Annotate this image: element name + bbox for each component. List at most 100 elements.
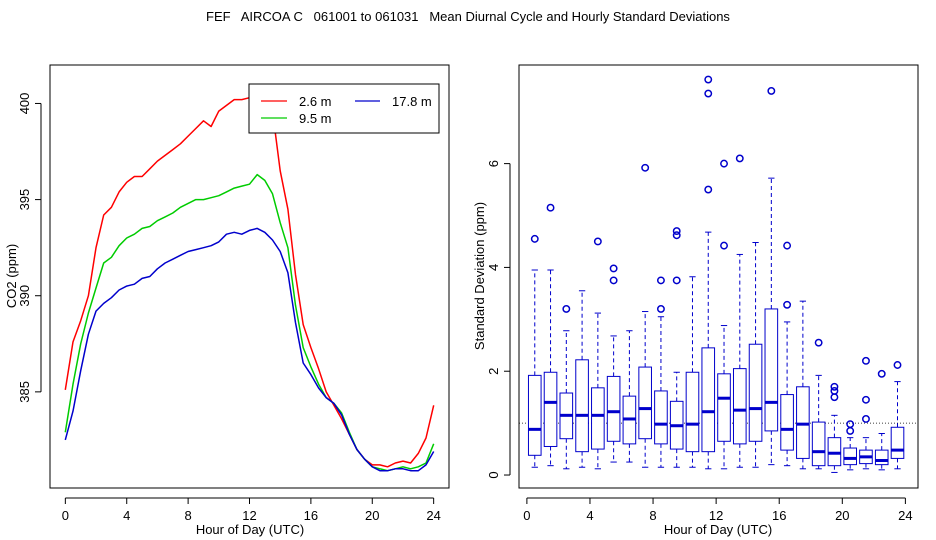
box-outlier (783, 300, 792, 309)
right-x-tick-label: 24 (898, 508, 912, 523)
box-hour (622, 330, 637, 463)
box-iqr (874, 449, 889, 466)
box-outlier (846, 426, 855, 435)
box-outlier (862, 395, 870, 404)
box-iqr (654, 390, 668, 445)
box-outlier (704, 185, 713, 194)
legend-label-17-8: 17.8 m (392, 94, 432, 109)
left-x-tick-label: 12 (242, 508, 256, 523)
box-iqr (685, 371, 700, 453)
left-y-tick-label: 395 (17, 189, 32, 211)
box-outlier (830, 393, 839, 402)
box-outlier (830, 386, 839, 395)
box-hour (669, 227, 684, 468)
left-x-tick-label: 0 (62, 508, 69, 523)
box-hour (764, 87, 779, 466)
box-hour (796, 300, 810, 470)
box-outlier (672, 227, 681, 236)
right-plot-frame (518, 64, 919, 489)
box-hour (811, 338, 826, 470)
left-x-axis: 0 4 8 12 16 20 24 (62, 497, 441, 523)
box-outlier (641, 163, 650, 172)
box-hour (890, 361, 905, 470)
right-x-tick-label: 12 (709, 508, 723, 523)
legend-label-9-5: 9.5 m (299, 111, 332, 126)
box-hour (780, 241, 794, 467)
box-iqr (543, 371, 558, 447)
legend: 2.6 m 9.5 m 17.8 m (248, 83, 440, 134)
box-outlier (783, 241, 792, 250)
legend-box (248, 83, 440, 134)
left-y-axis: 385 390 395 400 (17, 93, 42, 403)
box-outlier (656, 276, 665, 285)
box-hour (543, 203, 558, 467)
box-iqr (796, 386, 810, 459)
box-outlier (862, 356, 870, 365)
box-outlier (672, 231, 681, 240)
box-outlier (704, 75, 713, 84)
box-hour (859, 356, 873, 470)
box-iqr (764, 308, 779, 432)
box-outlier (720, 241, 728, 250)
box-hour (827, 382, 842, 473)
left-x-tick-label: 8 (184, 508, 191, 523)
series-line-2-6-m (64, 87, 435, 468)
right-xlabel: Hour of Day (UTC) (664, 522, 772, 537)
box-iqr (575, 359, 589, 453)
box-hour (606, 264, 621, 463)
page-title: FEF AIRCOA C 061001 to 061031 Mean Diurn… (206, 9, 730, 24)
box-outlier (609, 276, 618, 285)
box-outlier (877, 369, 886, 378)
right-x-tick-label: 0 (523, 508, 530, 523)
box-hour (717, 159, 731, 470)
box-outlier (893, 361, 902, 369)
right-ylabel: Standard Deviation (ppm) (472, 202, 487, 350)
box-hour (654, 276, 668, 468)
right-y-tick-label: 0 (486, 471, 501, 478)
box-iqr (748, 343, 763, 442)
series-line-17-8-m (64, 227, 435, 472)
box-hour (638, 163, 652, 468)
right-x-tick-label: 20 (835, 508, 849, 523)
left-x-tick-label: 20 (365, 508, 379, 523)
box-iqr (717, 373, 731, 442)
box-iqr (843, 447, 857, 466)
left-y-tick-label: 385 (17, 381, 32, 403)
right-x-tick-label: 16 (772, 508, 786, 523)
boxplots (527, 75, 905, 473)
series-line-9-5-m (64, 173, 435, 472)
co2-diurnal-panel: 0 4 8 12 16 20 24 385 390 395 400 Hour of Day (UT… (4, 64, 450, 537)
box-iqr (701, 347, 716, 453)
box-iqr (591, 387, 605, 450)
left-ylabel: CO2 (ppm) (4, 244, 19, 308)
box-hour (874, 369, 889, 471)
box-hour (685, 276, 700, 468)
left-y-tick-label: 400 (17, 93, 32, 115)
left-series-lines (64, 87, 435, 472)
box-hour (748, 242, 763, 468)
box-iqr (780, 394, 794, 451)
box-outlier (593, 237, 602, 246)
box-iqr (638, 366, 652, 440)
box-hour (527, 234, 542, 468)
left-x-tick-label: 16 (304, 508, 318, 523)
box-hour (591, 237, 605, 470)
box-outlier (720, 159, 728, 168)
box-outlier (656, 304, 665, 313)
right-x-tick-label: 4 (586, 508, 593, 523)
left-x-tick-label: 24 (426, 508, 440, 523)
box-outlier (609, 264, 618, 273)
right-y-tick-label: 4 (486, 264, 501, 271)
right-x-tick-label: 8 (649, 508, 656, 523)
box-iqr (732, 368, 747, 445)
box-outlier (735, 154, 744, 163)
box-hour (732, 154, 747, 468)
box-hour (575, 290, 589, 468)
left-plot-frame (49, 64, 450, 489)
box-outlier (704, 89, 713, 98)
right-y-tick-label: 6 (486, 160, 501, 167)
box-outlier (862, 415, 870, 423)
box-outlier (830, 382, 839, 391)
